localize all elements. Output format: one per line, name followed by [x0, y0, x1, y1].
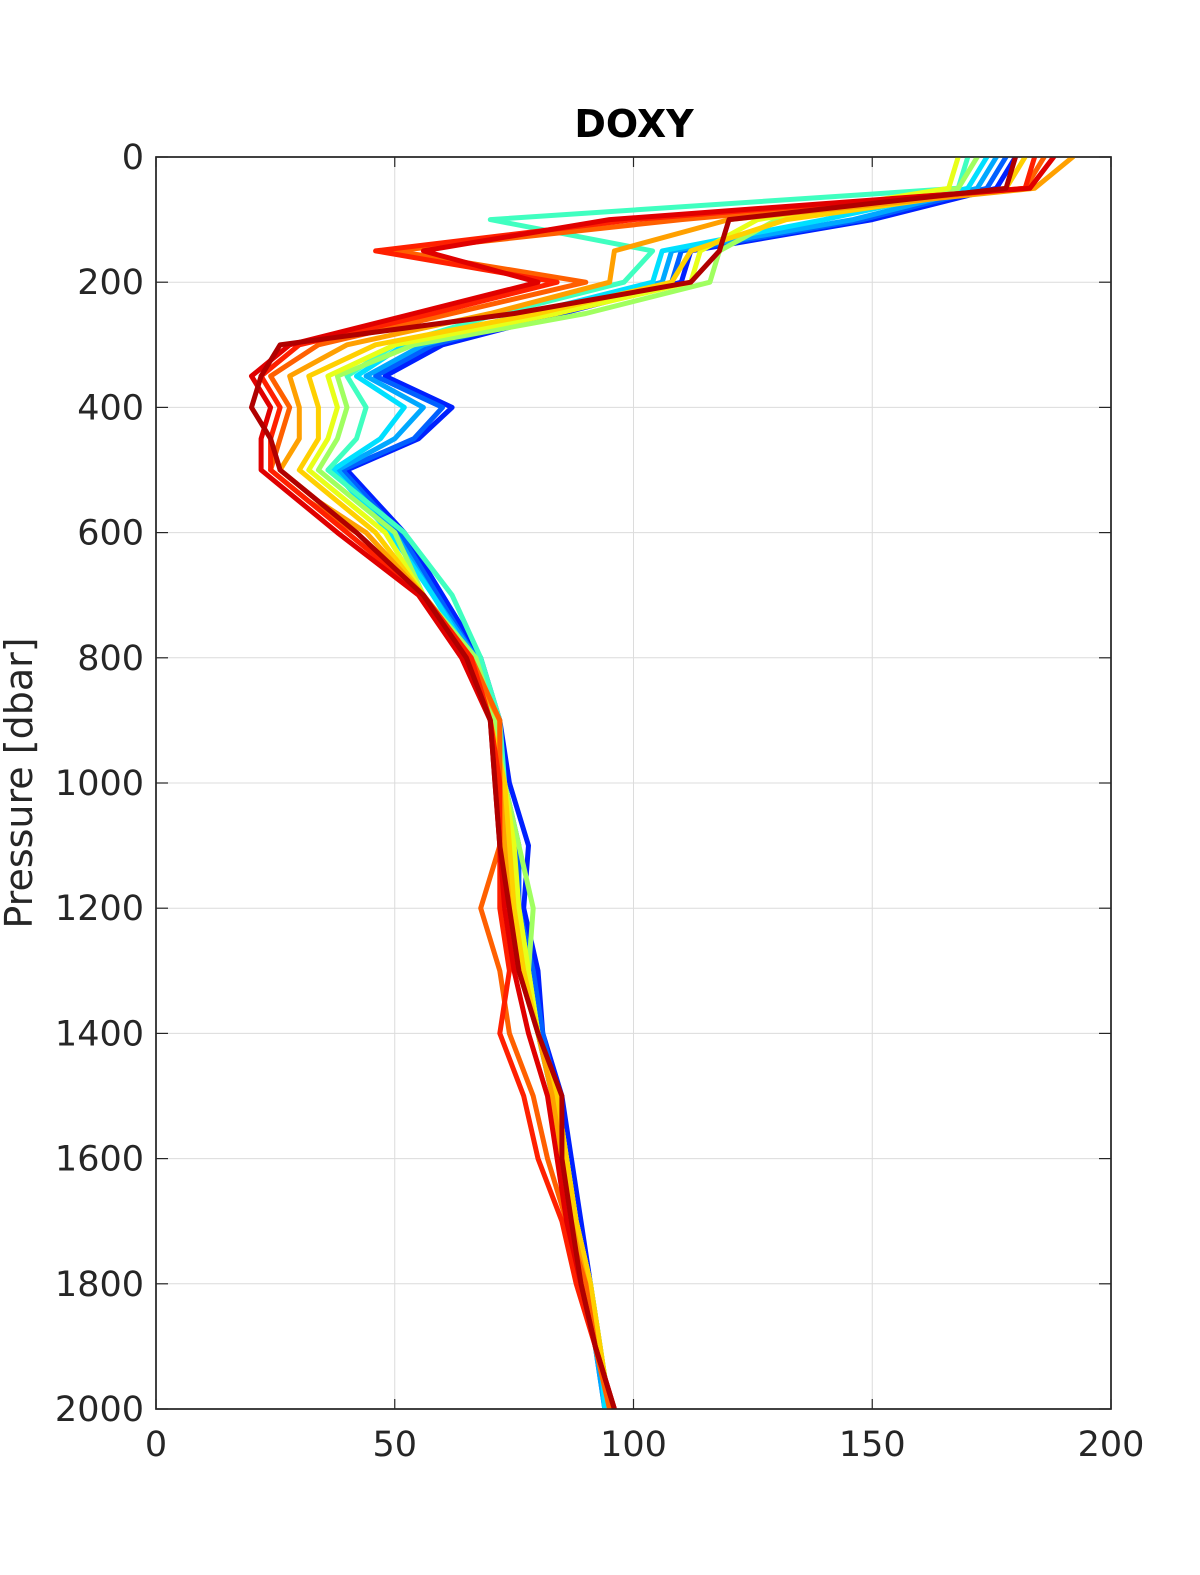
grid-lines	[156, 157, 1111, 1409]
y-tick-label: 600	[77, 514, 144, 554]
y-tick-label: 2000	[55, 1390, 144, 1430]
x-tick-label: 150	[839, 1425, 906, 1465]
chart-title: DOXY	[574, 102, 694, 146]
y-axis-label: Pressure [dbar]	[0, 637, 41, 928]
y-tick-label: 1000	[55, 764, 144, 804]
profile-line-13	[249, 157, 1018, 1409]
y-tick-label: 800	[77, 639, 144, 679]
y-tick-label: 0	[122, 138, 144, 178]
x-tick-label: 200	[1078, 1425, 1145, 1465]
series-lines	[249, 157, 1076, 1409]
y-tick-label: 1600	[55, 1140, 144, 1180]
y-tick-label: 400	[77, 388, 144, 428]
y-tick-label: 1800	[55, 1265, 144, 1305]
y-tick-label: 200	[77, 263, 144, 303]
x-tick-label: 50	[372, 1425, 417, 1465]
axis-ticks: 0 50 100 150 2000200400600800100012001400160…	[55, 138, 1144, 1465]
x-tick-label: 0	[145, 1425, 167, 1465]
y-tick-label: 1200	[55, 889, 144, 929]
y-tick-label: 1400	[55, 1014, 144, 1054]
profile-line-12	[249, 157, 1057, 1409]
x-tick-label: 100	[600, 1425, 667, 1465]
